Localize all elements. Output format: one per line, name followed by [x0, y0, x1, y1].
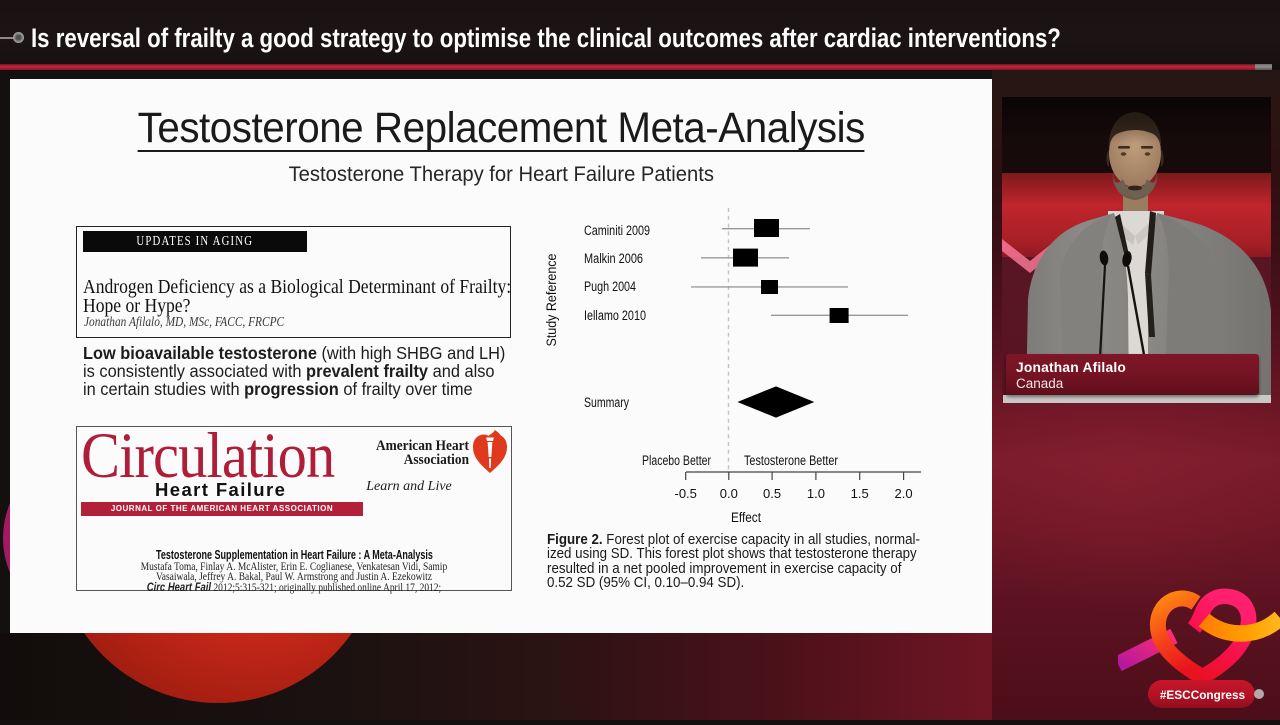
svg-text:2.0: 2.0	[895, 486, 913, 501]
svg-text:Study Reference: Study Reference	[544, 254, 559, 347]
svg-text:Summary: Summary	[584, 395, 629, 410]
svg-text:0.5: 0.5	[763, 486, 781, 501]
svg-text:Placebo Better: Placebo Better	[642, 453, 711, 468]
svg-text:Testosterone Better: Testosterone Better	[744, 453, 838, 468]
svg-text:Pugh 2004: Pugh 2004	[584, 279, 636, 294]
svg-text:1.0: 1.0	[807, 486, 825, 501]
svg-text:1.5: 1.5	[851, 486, 869, 501]
svg-text:Effect: Effect	[731, 510, 761, 525]
svg-text:-0.5: -0.5	[674, 486, 696, 501]
svg-text:Caminiti 2009: Caminiti 2009	[584, 223, 650, 238]
svg-text:Iellamo 2010: Iellamo 2010	[584, 308, 646, 323]
svg-text:Malkin 2006: Malkin 2006	[584, 251, 643, 266]
svg-text:0.0: 0.0	[720, 486, 738, 501]
